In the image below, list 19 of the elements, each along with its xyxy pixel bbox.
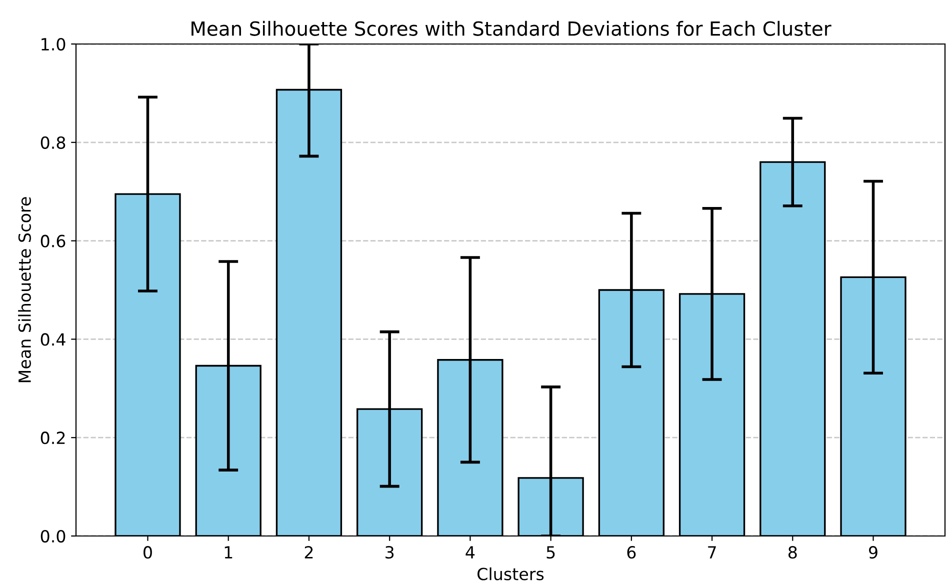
- x-tick-label: 1: [224, 546, 232, 558]
- x-tick-label: 8: [788, 546, 797, 559]
- x-tick-label: 7: [708, 546, 716, 558]
- x-tick-label: 4: [466, 546, 475, 558]
- y-tick-label: 0.2: [40, 432, 65, 444]
- y-axis-title: Mean Silhouette Score: [18, 197, 31, 382]
- x-tick-label: 6: [627, 546, 636, 559]
- x-tick-label: 3: [386, 546, 394, 559]
- x-axis-title: Clusters: [478, 567, 544, 580]
- x-tick-label: 9: [869, 546, 878, 559]
- x-tick-label: 5: [546, 546, 555, 559]
- y-tick-label: 0.0: [40, 530, 66, 543]
- y-tick-label: 0.8: [40, 136, 66, 149]
- x-tick-label: 0: [144, 546, 152, 559]
- y-tick-label: 0.4: [40, 333, 66, 346]
- chart-title: Mean Silhouette Scores with Standard Deviations for Each Cluster: [192, 20, 832, 36]
- y-tick-label: 1.0: [42, 38, 66, 51]
- y-tick-label: 0.6: [40, 234, 66, 248]
- x-tick-label: 2: [304, 546, 313, 558]
